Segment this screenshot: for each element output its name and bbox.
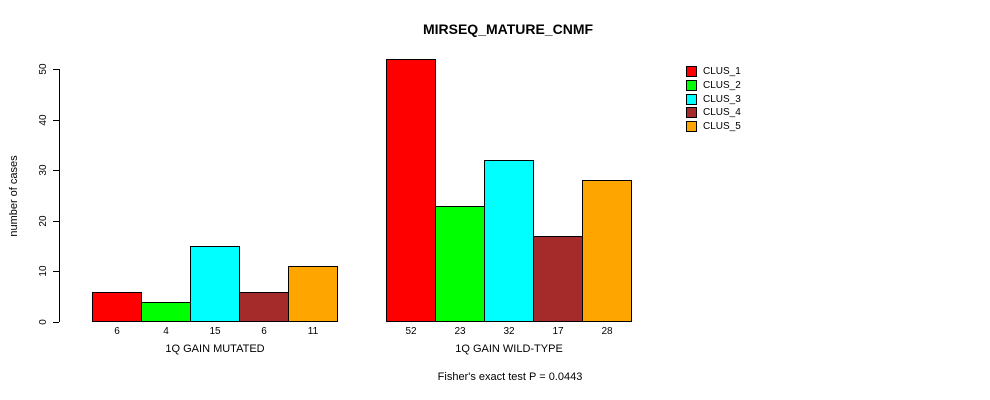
legend-item: CLUS_1 — [686, 65, 741, 79]
legend-label-clus-4: CLUS_4 — [703, 107, 741, 119]
legend-label-clus-3: CLUS_3 — [703, 93, 741, 105]
legend-item: CLUS_4 — [686, 106, 741, 120]
bar-clus_1-group-2 — [386, 59, 436, 322]
bar-clus_3-group-1 — [190, 246, 240, 322]
bar-value-label: 23 — [454, 326, 466, 337]
legend-label-clus-2: CLUS_2 — [703, 80, 741, 92]
y-tick-label: 10 — [38, 265, 49, 277]
y-axis-tick — [53, 271, 59, 272]
bar-clus_5-group-2 — [582, 180, 632, 322]
y-axis-tick — [53, 170, 59, 171]
chart-title: MIRSEQ_MATURE_CNMF — [422, 21, 594, 37]
y-axis-tick — [53, 120, 59, 121]
bar-clus_2-group-2 — [435, 206, 485, 322]
bar-value-label: 52 — [405, 326, 417, 337]
bar-value-label: 11 — [307, 326, 319, 337]
fisher-test-annotation: Fisher's exact test P = 0.0443 — [437, 371, 583, 383]
legend-swatch-clus-4 — [686, 107, 697, 119]
legend-item: CLUS_3 — [686, 92, 741, 106]
bar-value-label: 17 — [552, 326, 564, 337]
y-tick-label: 0 — [38, 319, 49, 325]
legend-swatch-clus-1 — [686, 66, 697, 78]
legend-swatch-clus-5 — [686, 121, 697, 133]
y-axis-line — [59, 69, 60, 322]
legend: CLUS_1 CLUS_2 CLUS_3 CLUS_4 CLUS_5 — [686, 65, 741, 133]
y-tick-label: 50 — [38, 63, 49, 75]
bar-value-label: 32 — [503, 326, 515, 337]
bar-value-label: 28 — [601, 326, 613, 337]
bar-value-label: 15 — [209, 326, 221, 337]
y-tick-label: 30 — [38, 164, 49, 176]
bar-clus_2-group-1 — [141, 302, 191, 322]
legend-item: CLUS_2 — [686, 79, 741, 93]
bar-clus_5-group-1 — [288, 266, 338, 322]
y-axis-tick — [53, 322, 59, 323]
bar-clus_4-group-1 — [239, 292, 289, 322]
group-label-1: 1Q GAIN MUTATED — [165, 343, 265, 355]
y-axis-label: number of cases — [8, 155, 20, 237]
legend-swatch-clus-2 — [686, 80, 697, 92]
legend-label-clus-5: CLUS_5 — [703, 121, 741, 133]
bar-clus_1-group-1 — [92, 292, 142, 322]
y-tick-label: 40 — [38, 114, 49, 126]
bar-clus_3-group-2 — [484, 160, 534, 322]
group-label-2: 1Q GAIN WILD-TYPE — [455, 343, 563, 355]
legend-swatch-clus-3 — [686, 93, 697, 105]
bar-value-label: 6 — [114, 326, 120, 337]
y-tick-label: 20 — [38, 215, 49, 227]
bar-value-label: 4 — [163, 326, 169, 337]
y-axis-tick — [53, 221, 59, 222]
bar-clus_4-group-2 — [533, 236, 583, 322]
legend-label-clus-1: CLUS_1 — [703, 66, 741, 78]
y-axis-tick — [53, 69, 59, 70]
bar-value-label: 6 — [261, 326, 267, 337]
legend-item: CLUS_5 — [686, 120, 741, 134]
